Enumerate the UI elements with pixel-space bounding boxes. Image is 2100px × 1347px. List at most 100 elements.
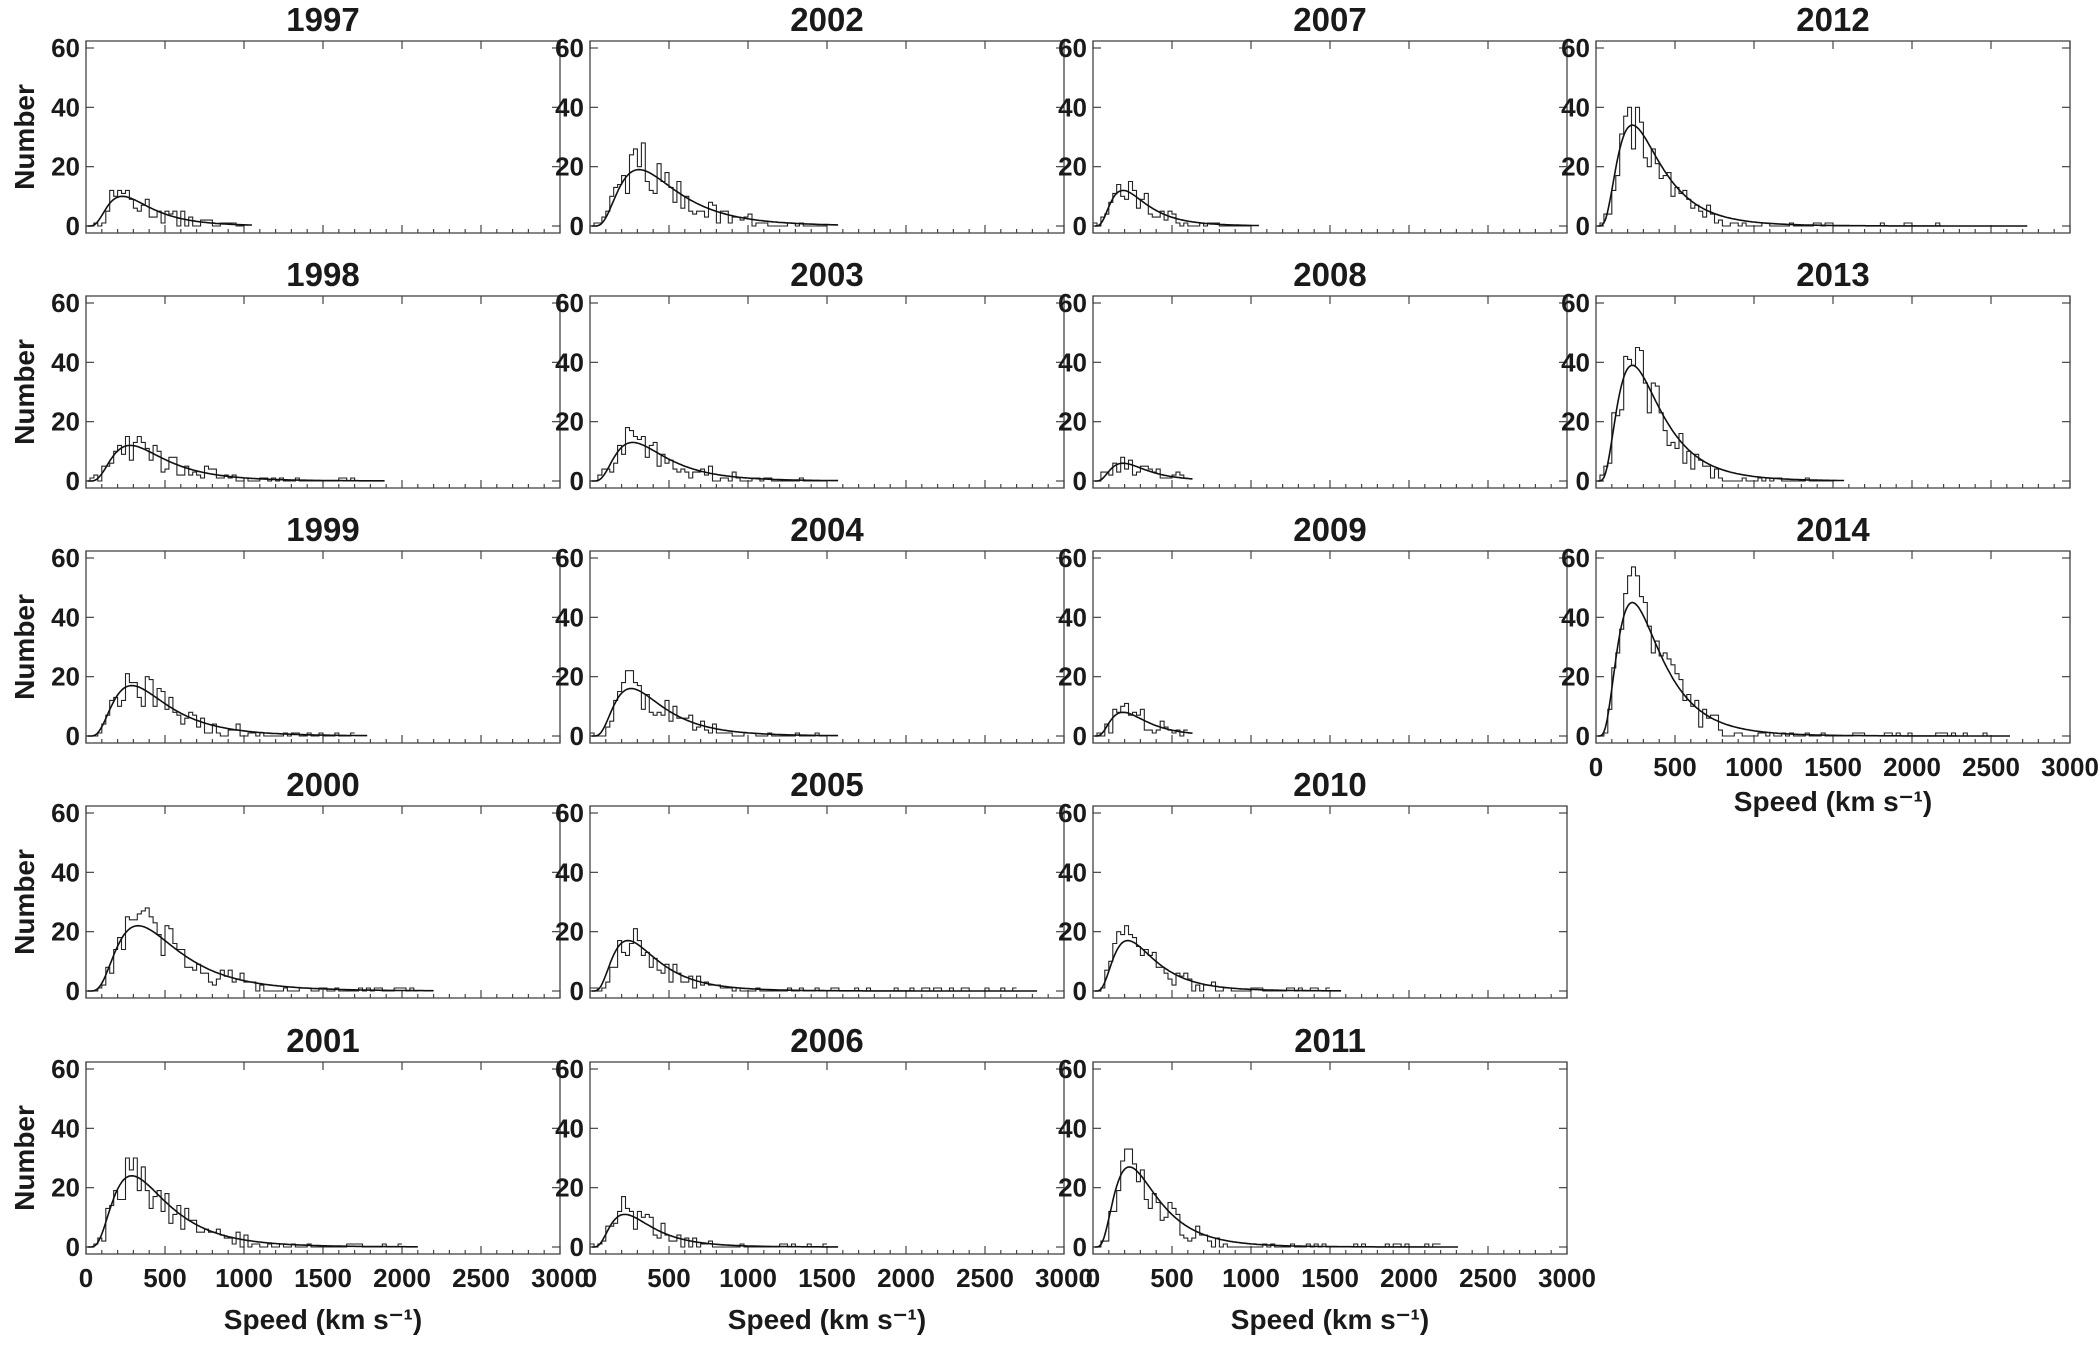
histogram-steps: [589, 1196, 827, 1248]
fit-curve: [591, 687, 839, 737]
plot-frame: [589, 295, 1065, 489]
histogram-steps: [1093, 456, 1188, 482]
y-tick-label: 0: [1073, 1232, 1087, 1262]
y-tick-label: 60: [51, 543, 80, 573]
y-tick-label: 0: [570, 466, 584, 496]
histogram-steps: [1093, 1148, 1441, 1248]
plot-frame: [1595, 550, 2071, 744]
histogram-steps: [590, 142, 827, 227]
x-tick-label: 3000: [531, 1263, 589, 1293]
x-tick-label: 3000: [2041, 752, 2099, 782]
y-tick-label: 20: [51, 152, 80, 182]
histogram-steps: [1093, 702, 1188, 737]
fit-curve: [1597, 124, 2028, 227]
panel-2005: 2005 0 20 40 60: [555, 766, 1065, 1006]
plot-frame: [85, 1061, 561, 1255]
panel-title: 2003: [790, 256, 863, 293]
y-tick-label: 60: [1058, 798, 1087, 828]
y-tick-label: 20: [555, 407, 584, 437]
panel-title: 2014: [1796, 511, 1870, 548]
plot-frame: [85, 40, 561, 234]
y-tick-label: 0: [1073, 976, 1087, 1006]
y-tick-label: 0: [1576, 211, 1590, 241]
y-axis-label: Number: [9, 594, 40, 700]
x-tick-label: 0: [1589, 752, 1603, 782]
y-tick-label: 40: [1058, 602, 1087, 632]
x-tick-label: 3000: [1538, 1263, 1596, 1293]
panel-1997: 1997 Number 0 20 40 60: [9, 1, 561, 241]
y-axis-label: Number: [9, 339, 40, 445]
panel-2012: 2012 0 20 40 60: [1561, 1, 2071, 241]
x-tick-label: 2000: [1883, 752, 1941, 782]
panel-2004: 2004 0 20 40 60: [555, 511, 1065, 751]
histogram-steps: [589, 928, 1017, 992]
x-tick-label: 2500: [1962, 752, 2020, 782]
panel-2013: 2013 0 20 40 60: [1561, 256, 2071, 496]
plot-frame: [1595, 295, 2071, 489]
panel-2008: 2008 0 20 40 60: [1058, 256, 1568, 496]
fit-curve: [87, 684, 368, 737]
y-tick-label: 0: [570, 211, 584, 241]
y-tick-label: 0: [1073, 721, 1087, 751]
plot-frame: [1092, 550, 1568, 744]
x-tick-label: 1500: [294, 1263, 352, 1293]
y-tick-label: 40: [555, 857, 584, 887]
panel-2001: 2001 Number 0 20 40 60 0 500 1000 1500 2000 2500 300…: [9, 1022, 589, 1335]
y-tick-label: 40: [1058, 857, 1087, 887]
fit-curve: [87, 195, 252, 227]
y-tick-label: 60: [1561, 288, 1590, 318]
x-axis-label: Speed (km s⁻¹): [224, 1304, 422, 1335]
y-tick-label: 40: [51, 602, 80, 632]
x-tick-label: 0: [79, 1263, 93, 1293]
fit-curve: [1094, 189, 1259, 227]
histogram-steps: [86, 673, 355, 737]
fit-curve: [591, 168, 839, 227]
x-tick-label: 2500: [1459, 1263, 1517, 1293]
x-tick-label: 1000: [1725, 752, 1783, 782]
x-tick-label: 1000: [215, 1263, 273, 1293]
panel-2007: 2007 0 20 40 60: [1058, 1, 1568, 241]
y-tick-label: 40: [51, 1113, 80, 1143]
y-axis-label: Number: [9, 849, 40, 955]
y-tick-label: 60: [555, 33, 584, 63]
panel-title: 1997: [286, 1, 359, 38]
y-tick-label: 20: [1561, 152, 1590, 182]
y-tick-label: 0: [570, 1232, 584, 1262]
x-tick-label: 500: [647, 1263, 690, 1293]
x-tick-label: 1500: [1804, 752, 1862, 782]
panel-title: 2006: [790, 1022, 863, 1059]
y-tick-label: 20: [1058, 1173, 1087, 1203]
plot-frame: [589, 1061, 1065, 1255]
panel-title: 2002: [790, 1, 863, 38]
x-axis-label: Speed (km s⁻¹): [1231, 1304, 1429, 1335]
y-tick-label: 60: [51, 33, 80, 63]
plot-frame: [589, 40, 1065, 234]
panel-title: 2007: [1293, 1, 1366, 38]
x-tick-label: 2000: [1380, 1263, 1438, 1293]
fit-curve: [1094, 939, 1342, 992]
histogram-steps: [86, 435, 371, 482]
fit-curve: [591, 939, 1038, 992]
y-tick-label: 20: [51, 917, 80, 947]
y-tick-label: 0: [66, 721, 80, 751]
plot-frame: [85, 550, 561, 744]
y-tick-label: 20: [1058, 662, 1087, 692]
y-tick-label: 0: [570, 721, 584, 751]
x-tick-label: 500: [1150, 1263, 1193, 1293]
panel-title: 2001: [286, 1022, 359, 1059]
panel-title: 1998: [286, 256, 359, 293]
histogram-steps: [86, 189, 244, 227]
y-tick-label: 60: [1058, 288, 1087, 318]
y-tick-label: 40: [51, 347, 80, 377]
y-tick-label: 60: [555, 288, 584, 318]
y-tick-label: 0: [66, 1232, 80, 1262]
plot-frame: [589, 805, 1065, 999]
x-tick-label: 1000: [1222, 1263, 1280, 1293]
y-tick-label: 40: [555, 347, 584, 377]
plot-frame: [1595, 40, 2071, 234]
x-tick-label: 0: [583, 1263, 597, 1293]
histogram-steps: [1596, 346, 1833, 482]
y-tick-label: 40: [1561, 92, 1590, 122]
